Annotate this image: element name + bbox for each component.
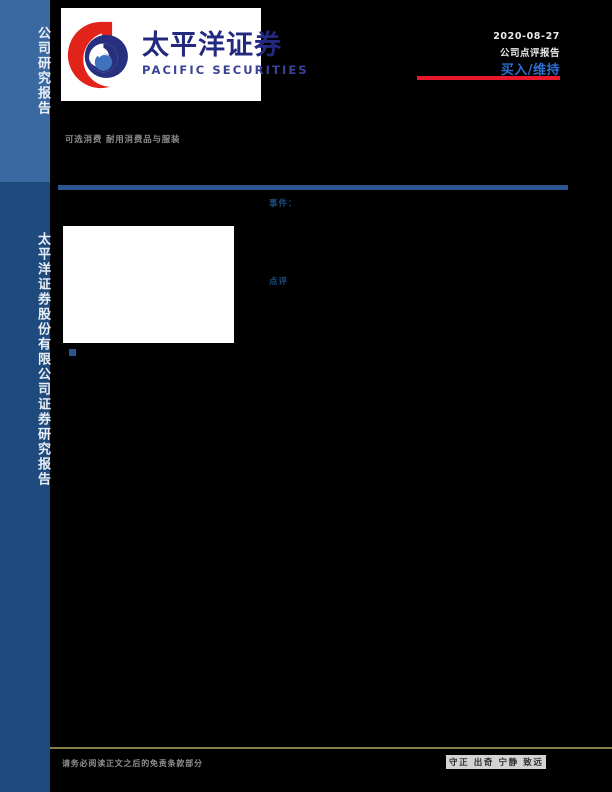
rating-badge: 买入/维持 <box>500 63 560 79</box>
rating-underline <box>417 76 560 80</box>
sidebar-label-company-full-name: 太平洋证券股份有限公司证券研究报告 <box>0 232 50 487</box>
heading-comment: 点评 <box>269 277 289 287</box>
sidebar-top-label-text: 公司研究报告 <box>35 26 50 116</box>
footer-divider-rule <box>50 747 612 749</box>
bullet-marker-icon <box>69 349 76 356</box>
footer-slogan: 守正 出奇 宁静 致远 <box>446 755 547 769</box>
sidebar-bottom-label-text: 太平洋证券股份有限公司证券研究报告 <box>35 232 50 487</box>
section-divider-bar <box>58 185 568 190</box>
report-type: 公司点评报告 <box>499 48 560 60</box>
sidebar-band-bottom <box>0 182 50 792</box>
pacific-securities-logo-icon <box>67 21 128 88</box>
logo-wordmark: 太平洋证券 PACIFIC SECURITIES <box>142 29 309 78</box>
logo-name-cn: 太平洋证券 <box>142 29 282 61</box>
logo-name-en: PACIFIC SECURITIES <box>142 63 309 78</box>
header-meta-block: 2020-08-27 公司点评报告 买入/维持 <box>360 30 560 80</box>
report-date: 2020-08-27 <box>493 31 560 42</box>
sector-classification: 可选消费 耐用消费品与服装 <box>65 135 181 145</box>
figure-placeholder <box>63 226 234 343</box>
heading-event: 事件： <box>269 199 298 209</box>
company-logo: 太平洋证券 PACIFIC SECURITIES <box>61 8 307 101</box>
sidebar-label-research-report: 公司研究报告 <box>0 26 50 116</box>
footer-disclaimer: 请务必阅读正文之后的免责条款部分 <box>62 759 203 768</box>
sidebar-band-top <box>0 0 50 182</box>
